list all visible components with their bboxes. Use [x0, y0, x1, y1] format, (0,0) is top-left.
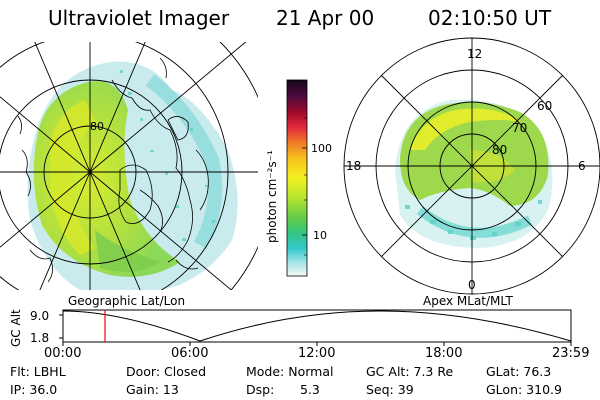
time-tick-1800: 18:00	[425, 346, 463, 361]
mlt-label-0: 0	[468, 278, 476, 292]
door-info: Door: Closed	[126, 364, 207, 379]
time-tick-0600: 06:00	[171, 346, 209, 361]
glon-info: GLon: 310.9	[486, 382, 562, 397]
colorbar-tick-10: 10	[313, 229, 327, 242]
colorbar-label: photon cm⁻²s⁻¹	[265, 150, 279, 243]
geographic-map	[0, 42, 258, 290]
latitude-label: 80	[90, 120, 104, 133]
seq-info: Seq: 39	[366, 382, 414, 397]
mlt-label-18: 18	[346, 159, 361, 173]
time-tick-2359: 23:59	[552, 346, 590, 361]
time-tick-0000: 00:00	[44, 346, 82, 361]
mlat-label-60: 60	[537, 99, 552, 113]
date-label: 21 Apr 00	[276, 6, 375, 30]
mlt-label-6: 6	[578, 159, 586, 173]
altitude-ytick-min: 1.8	[30, 331, 50, 345]
time-label: 02:10:50 UT	[428, 6, 552, 30]
geographic-caption: Geographic Lat/Lon	[68, 294, 186, 308]
apex-caption: Apex MLat/MLT	[423, 294, 513, 308]
mode-info: Mode: Normal	[246, 364, 334, 379]
colorbar	[286, 79, 308, 277]
dsp-value: 5.3	[300, 382, 320, 397]
mlt-label-12: 12	[467, 47, 482, 61]
time-tick-1200: 12:00	[298, 346, 336, 361]
altitude-ytick-max: 9.0	[30, 309, 50, 323]
mlat-label-70: 70	[512, 121, 527, 135]
mlat-label-80: 80	[492, 143, 507, 157]
instrument-title: Ultraviolet Imager	[48, 6, 230, 30]
glat-info: GLat: 76.3	[486, 364, 552, 379]
dsp-label: Dsp:	[246, 382, 275, 397]
gc-alt-info: GC Alt: 7.3 Re	[366, 364, 454, 379]
altitude-ylabel: GC Alt	[9, 309, 23, 347]
ip-info: IP: 36.0	[10, 382, 58, 397]
gain-info: Gain: 13	[126, 382, 179, 397]
altitude-plot	[59, 309, 572, 346]
colorbar-tick-100: 100	[311, 142, 332, 155]
filter-info: Flt: LBHL	[10, 364, 66, 379]
polar-plot	[343, 37, 600, 295]
